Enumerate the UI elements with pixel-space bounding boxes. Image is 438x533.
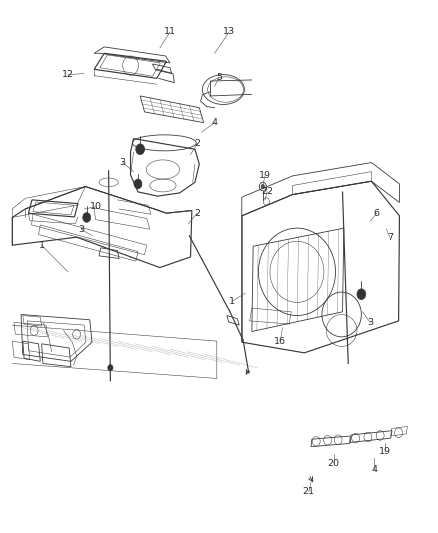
Text: 4: 4 [371, 465, 378, 473]
Text: 19: 19 [259, 172, 271, 180]
Circle shape [83, 213, 91, 222]
Text: 1: 1 [39, 241, 45, 249]
Text: 16: 16 [274, 337, 286, 345]
Circle shape [136, 144, 145, 155]
Text: 21: 21 [303, 488, 315, 496]
Text: 3: 3 [78, 225, 84, 233]
Text: 3: 3 [120, 158, 126, 167]
Text: 5: 5 [216, 73, 222, 82]
Circle shape [261, 184, 265, 189]
Text: 7: 7 [387, 233, 393, 241]
Text: 2: 2 [194, 209, 200, 217]
Text: 3: 3 [367, 318, 373, 327]
Text: 20: 20 [328, 459, 340, 468]
Circle shape [134, 179, 142, 189]
Text: 22: 22 [261, 188, 273, 196]
Text: 2: 2 [194, 140, 200, 148]
Text: 11: 11 [164, 28, 176, 36]
Text: 10: 10 [89, 203, 102, 211]
Text: 13: 13 [223, 28, 235, 36]
Text: 1: 1 [229, 297, 235, 305]
Circle shape [357, 289, 366, 300]
Circle shape [108, 365, 113, 371]
Text: 6: 6 [374, 209, 380, 217]
Text: 12: 12 [62, 70, 74, 79]
Text: 19: 19 [378, 447, 391, 456]
Text: 4: 4 [212, 118, 218, 127]
